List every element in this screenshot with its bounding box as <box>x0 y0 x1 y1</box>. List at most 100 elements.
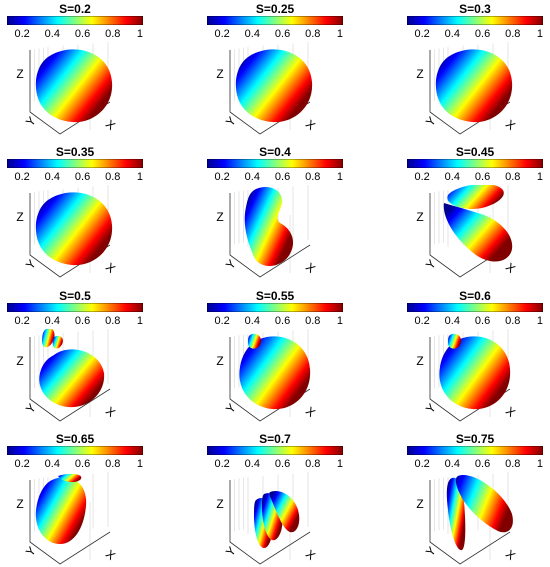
colorbar-gradient <box>7 16 143 25</box>
colorbar-tick-label: 0.6 <box>474 171 491 183</box>
colorbar-tick-label: 0.4 <box>44 315 60 327</box>
y-axis-label: Y <box>23 401 39 416</box>
z-axis-label: Z <box>416 67 423 81</box>
y-axis-label: Y <box>223 401 239 416</box>
colorbar-gradient <box>7 446 143 455</box>
surface-plot: ZY X <box>416 329 518 422</box>
colorbar-tick-label: 0.6 <box>74 28 91 40</box>
z-axis-label: Z <box>416 497 423 511</box>
x-axis-label: X <box>303 404 318 420</box>
x-axis-label: X <box>303 547 318 563</box>
panel-title: S=0.4 <box>259 145 291 159</box>
colorbar-gradient <box>407 16 543 25</box>
colorbar-tick-label: 0.4 <box>44 458 60 470</box>
z-axis-label: Z <box>16 497 23 511</box>
panel-title: S=0.6 <box>459 289 491 303</box>
colorbar-tick-label: 0.6 <box>274 171 291 183</box>
surface-plot: ZY X <box>216 329 318 422</box>
surface-plot: ZY X <box>16 42 118 135</box>
surface-small-lobe <box>448 333 462 349</box>
surface-body <box>235 49 313 123</box>
colorbar-tick-label: 0.2 <box>14 28 30 40</box>
colorbar-gradient <box>207 303 343 312</box>
colorbar-tick-label: 0.8 <box>105 28 121 40</box>
colorbar-tick-label: 0.6 <box>74 315 91 327</box>
colorbar-tick-label: 0.6 <box>274 28 291 40</box>
surface-plot: ZY X <box>216 472 318 565</box>
x-axis-label: X <box>503 117 518 133</box>
colorbar-tick-label: 0.8 <box>105 171 121 183</box>
colorbar-tick-label: 0.8 <box>505 171 521 183</box>
x-axis-label: X <box>103 260 118 276</box>
colorbar-tick-label: 0.2 <box>214 315 230 327</box>
surface-plot: ZY X <box>16 185 118 278</box>
surface-plot: ZY X <box>216 185 318 278</box>
x-axis-label: X <box>303 117 318 133</box>
chart-panel: S=0.2 0.2 0.4 0.6 0.8 1 Z Y X <box>0 2 150 135</box>
panel-title: S=0.45 <box>455 145 495 159</box>
colorbar-tick-label: 1 <box>536 315 543 327</box>
colorbar-tick-label: 0.2 <box>414 458 430 470</box>
colorbar-tick-label: 0.6 <box>274 458 291 470</box>
colorbar-tick-label: 1 <box>536 458 543 470</box>
y-axis-label: Y <box>223 257 239 272</box>
colorbar-tick-label: 0.4 <box>44 28 60 40</box>
colorbar-tick-label: 0.8 <box>105 315 121 327</box>
colorbar <box>207 16 343 25</box>
chart-panel: S=0.7 0.2 0.4 0.6 0.8 1 Z Y X <box>200 432 350 565</box>
colorbar-tick-label: 0.2 <box>214 28 230 40</box>
z-axis-label: Z <box>216 67 223 81</box>
panel-title: S=0.5 <box>59 289 91 303</box>
floor-axes <box>29 480 111 565</box>
colorbar <box>207 159 343 168</box>
colorbar-tick-label: 0.4 <box>244 458 260 470</box>
colorbar-tick-label: 1 <box>536 171 543 183</box>
colorbar <box>7 303 143 312</box>
chart-panel: S=0.65 0.2 0.4 0.6 0.8 1 Z Y X <box>0 432 150 565</box>
surface-plot: ZY X <box>16 329 118 422</box>
colorbar-gradient <box>7 159 143 168</box>
surface-body <box>35 477 87 544</box>
surface-body <box>35 49 113 123</box>
y-axis-label: Y <box>423 114 439 129</box>
colorbar-gradient <box>407 446 543 455</box>
z-axis-label: Z <box>416 354 423 368</box>
surface-lobe-1 <box>446 477 466 551</box>
z-axis-label: Z <box>416 210 423 224</box>
colorbar-tick-label: 0.2 <box>14 458 30 470</box>
surface-body <box>239 336 311 410</box>
colorbar-tick-label: 1 <box>336 28 343 40</box>
x-axis-label: X <box>103 117 118 133</box>
colorbar-tick-label: 0.6 <box>474 458 491 470</box>
colorbar-tick-label: 0.8 <box>505 458 521 470</box>
surface-small-lobe <box>248 333 262 349</box>
surface-plot: ZY X <box>216 42 318 135</box>
floor-axes <box>429 193 511 278</box>
colorbar-tick-label: 0.2 <box>14 171 30 183</box>
panel-title: S=0.65 <box>55 432 95 446</box>
y-axis-label: Y <box>423 257 439 272</box>
colorbar-tick-label: 0.2 <box>214 458 230 470</box>
colorbar-gradient <box>7 303 143 312</box>
colorbar-tick-label: 0.6 <box>74 458 91 470</box>
y-axis-label: Y <box>23 257 39 272</box>
colorbar-tick-label: 0.8 <box>505 28 521 40</box>
colorbar-tick-label: 1 <box>336 458 343 470</box>
colorbar-tick-label: 0.6 <box>74 171 91 183</box>
surface-finger-3 <box>269 490 300 533</box>
floor-axes <box>229 480 311 565</box>
chart-panel: S=0.25 0.2 0.4 0.6 0.8 1 Z Y X <box>200 2 350 135</box>
x-axis-label: X <box>303 260 318 276</box>
surface-body <box>439 336 511 410</box>
chart-panel: S=0.4 0.2 0.4 0.6 0.8 1 Z Y X <box>200 145 350 278</box>
colorbar <box>7 446 143 455</box>
chart-panel: S=0.35 0.2 0.4 0.6 0.8 1 Z Y X <box>0 145 150 278</box>
surface-plot: Z Y X <box>416 42 518 135</box>
panel-title: S=0.3 <box>459 2 491 16</box>
surface-small-lobe-2 <box>52 335 63 349</box>
colorbar-gradient <box>407 159 543 168</box>
floor-axes <box>429 480 511 565</box>
surface-body <box>244 186 294 266</box>
colorbar-gradient <box>207 159 343 168</box>
panel-title: S=0.75 <box>455 432 495 446</box>
